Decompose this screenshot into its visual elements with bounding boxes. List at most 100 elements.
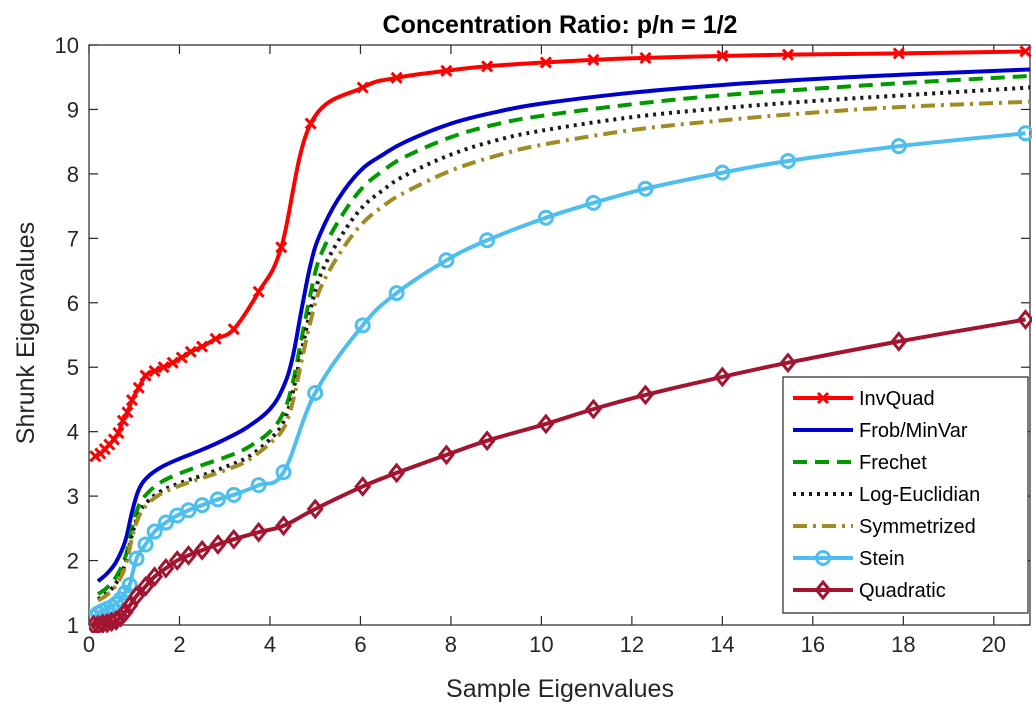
x-tick-label: 16 <box>801 632 825 657</box>
series-line <box>96 73 1031 596</box>
data-point <box>354 476 372 497</box>
data-point <box>354 317 371 334</box>
legend-label: Frechet <box>859 452 927 474</box>
data-point <box>227 323 240 336</box>
legend-marker <box>816 391 830 405</box>
legend-label: Stein <box>859 548 905 570</box>
data-point <box>307 385 324 401</box>
data-point <box>587 53 600 66</box>
data-point <box>116 601 134 623</box>
data-point <box>128 550 145 567</box>
data-point <box>481 60 494 73</box>
y-tick-label: 9 <box>67 97 79 122</box>
data-point <box>196 340 209 353</box>
y-tick-label: 2 <box>67 549 79 574</box>
data-point <box>116 414 129 427</box>
data-point <box>537 209 554 226</box>
legend-box <box>782 376 1029 614</box>
data-point <box>209 534 227 555</box>
data-point <box>112 426 125 440</box>
data-point <box>252 285 265 298</box>
y-tick-label: 1 <box>67 613 79 638</box>
x-tick-label: 8 <box>445 632 457 657</box>
series-invquad <box>89 45 1032 463</box>
x-tick-label: 0 <box>83 632 95 657</box>
data-point <box>306 498 324 520</box>
x-tick-label: 14 <box>710 632 734 657</box>
x-tick-label: 10 <box>529 632 553 657</box>
y-tick-label: 3 <box>67 484 79 509</box>
data-point <box>890 138 907 155</box>
legend-label: Quadratic <box>859 580 946 602</box>
data-point <box>779 153 796 169</box>
legend-marker <box>815 550 831 566</box>
series-line <box>96 67 1031 583</box>
series-line <box>96 99 1031 603</box>
data-point <box>250 477 267 494</box>
data-point <box>275 241 288 254</box>
data-point <box>166 356 179 369</box>
y-tick-label: 4 <box>67 420 79 445</box>
chart-title: Concentration Ratio: p/n = 1/2 <box>383 11 738 39</box>
data-point <box>478 430 496 452</box>
data-point <box>107 610 125 631</box>
x-tick-label: 12 <box>620 632 644 657</box>
data-point <box>225 528 243 550</box>
data-point <box>175 351 188 364</box>
data-point <box>146 523 163 540</box>
data-point <box>440 64 453 77</box>
legend-marker <box>814 579 832 601</box>
series-frechet <box>96 73 1031 596</box>
series-symmetrized <box>96 99 1031 603</box>
data-point <box>128 585 145 607</box>
data-point <box>390 71 403 84</box>
y-tick-label: 6 <box>67 291 79 316</box>
data-point <box>157 361 170 374</box>
y-tick-label: 8 <box>67 162 79 187</box>
data-point <box>438 252 455 269</box>
series-frob-minvar <box>96 67 1031 583</box>
x-tick-label: 18 <box>891 632 915 657</box>
data-point <box>584 398 602 420</box>
data-point <box>121 577 138 594</box>
data-point <box>112 606 130 628</box>
data-point <box>157 557 175 579</box>
data-point <box>388 285 405 302</box>
data-point <box>121 406 134 419</box>
x-axis-label: Sample Eigenvalues <box>446 675 674 703</box>
data-point <box>479 232 496 249</box>
data-point <box>437 444 455 466</box>
data-point <box>716 49 729 63</box>
data-point <box>194 497 211 514</box>
data-point <box>168 550 186 571</box>
series-quadratic <box>89 309 1032 633</box>
data-point <box>180 545 197 566</box>
x-tick-label: 2 <box>173 632 185 657</box>
data-point <box>137 536 154 553</box>
data-point <box>890 331 908 352</box>
legend-label: InvQuad <box>859 388 935 410</box>
data-point <box>184 345 197 358</box>
data-point <box>137 575 154 597</box>
data-point <box>639 51 652 64</box>
data-point <box>180 502 197 519</box>
data-point <box>250 521 268 543</box>
data-point <box>781 48 795 61</box>
legend-label: Frob/MinVar <box>859 420 968 442</box>
data-point <box>304 117 317 130</box>
data-point <box>537 413 555 435</box>
data-point <box>539 56 552 69</box>
data-point <box>275 464 292 481</box>
data-point <box>585 194 602 211</box>
data-point <box>139 369 152 382</box>
data-point <box>388 462 406 484</box>
data-point <box>356 81 369 94</box>
data-point <box>275 515 292 537</box>
data-point <box>209 491 226 508</box>
data-point <box>146 566 164 588</box>
legend: InvQuad Frob/MinVar Frechet Log-Euclidian Sy… <box>782 376 1029 614</box>
data-point <box>713 366 731 388</box>
data-point <box>892 47 905 60</box>
